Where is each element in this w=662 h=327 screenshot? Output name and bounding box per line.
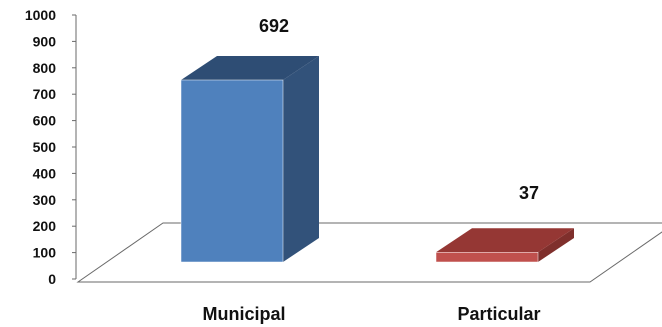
bar-municipal <box>180 56 319 263</box>
y-tick-label: 300 <box>33 192 57 208</box>
floor-plane <box>76 222 662 283</box>
bar-top <box>181 56 319 80</box>
x-tick-label-particular: Particular <box>457 304 540 324</box>
y-tick-label: 400 <box>33 165 57 181</box>
bar-particular <box>435 228 574 263</box>
y-tick-label: 700 <box>33 86 57 102</box>
bar-top <box>436 228 574 253</box>
y-tick-label: 900 <box>33 33 57 49</box>
bar-side <box>283 56 319 262</box>
chart-floor <box>76 222 662 283</box>
data-label-municipal: 692 <box>259 16 289 36</box>
y-axis: 0 100 200 300 400 500 600 700 800 900 1000 <box>25 7 77 287</box>
bar-front <box>435 252 539 263</box>
x-tick-label-municipal: Municipal <box>202 304 285 324</box>
bar-side <box>538 228 574 262</box>
y-tick-label: 1000 <box>25 7 56 23</box>
y-tick-label: 0 <box>48 271 56 287</box>
labels: 692 Municipal 37 Particular <box>202 16 540 324</box>
y-tick-label: 100 <box>33 245 57 261</box>
y-tick-label: 800 <box>33 60 57 76</box>
y-tick-label: 500 <box>33 139 57 155</box>
bar-front <box>180 79 284 263</box>
y-tick-label: 200 <box>33 218 57 234</box>
data-label-particular: 37 <box>519 183 539 203</box>
y-tick-label: 600 <box>33 113 57 129</box>
bars <box>180 56 574 263</box>
